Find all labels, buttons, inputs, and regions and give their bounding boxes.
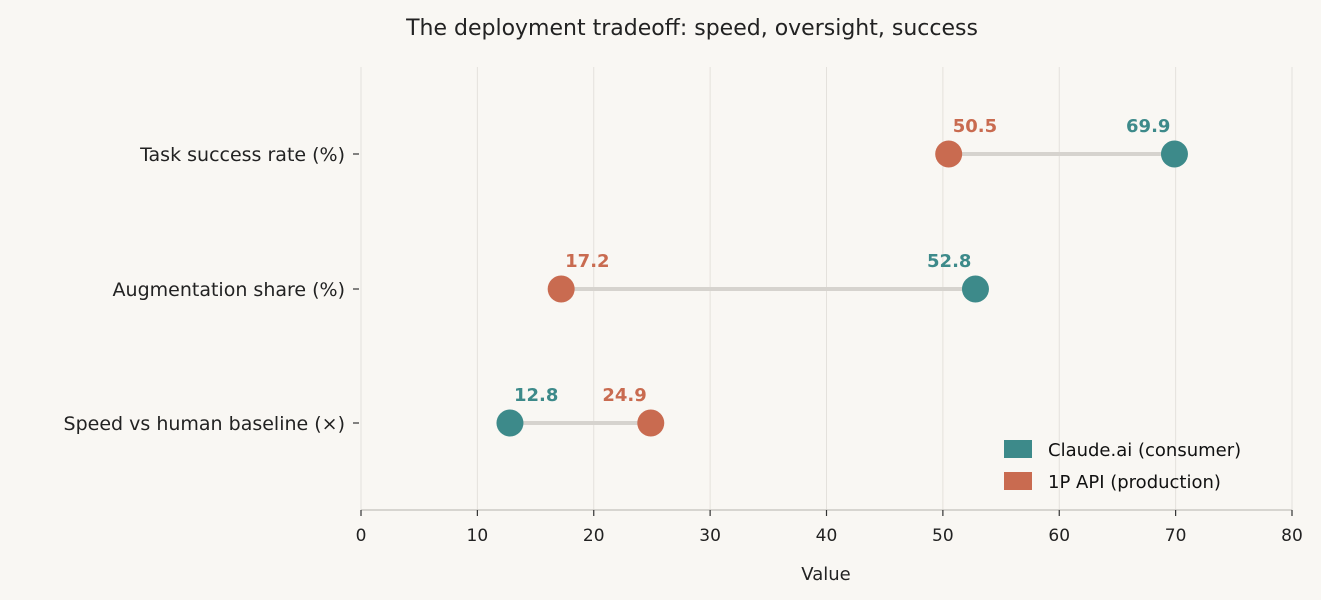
value-label: 12.8 [514, 385, 558, 406]
data-point [935, 140, 963, 168]
value-labels: 69.9 52.8 12.8 50.5 17.2 24.9 [514, 116, 1171, 406]
data-points [496, 140, 1188, 437]
value-label: 69.9 [1126, 116, 1170, 137]
data-point [637, 409, 665, 437]
x-axis: 0 10 20 30 40 50 60 70 80 [356, 509, 1303, 546]
value-label: 24.9 [602, 385, 646, 406]
y-tick-label: Speed vs human baseline (×) [64, 413, 345, 435]
legend-label-consumer: Claude.ai (consumer) [1048, 440, 1241, 461]
data-point [1160, 140, 1188, 168]
y-tick-label: Task success rate (%) [139, 144, 345, 166]
legend-swatch-consumer [1004, 440, 1032, 458]
legend-swatch-api [1004, 472, 1032, 490]
data-point [547, 275, 575, 303]
x-tick-label: 70 [1165, 526, 1187, 546]
chart-title: The deployment tradeoff: speed, oversigh… [405, 16, 978, 41]
y-axis: Task success rate (%) Augmentation share … [64, 144, 359, 435]
y-tick-label: Augmentation share (%) [113, 279, 345, 301]
x-tick-label: 10 [467, 526, 489, 546]
x-tick-label: 60 [1048, 526, 1070, 546]
value-label: 17.2 [565, 251, 609, 272]
data-point [496, 409, 524, 437]
x-tick-label: 40 [816, 526, 838, 546]
value-label: 52.8 [927, 251, 971, 272]
x-tick-label: 0 [356, 526, 367, 546]
data-point [961, 275, 989, 303]
x-tick-label: 30 [699, 526, 721, 546]
x-tick-label: 80 [1281, 526, 1303, 546]
x-axis-label: Value [801, 564, 850, 585]
legend: Claude.ai (consumer) 1P API (production) [1004, 440, 1241, 493]
legend-label-api: 1P API (production) [1048, 472, 1221, 493]
connectors [509, 152, 1175, 425]
x-tick-label: 20 [583, 526, 605, 546]
value-label: 50.5 [953, 116, 997, 137]
x-tick-label: 50 [932, 526, 954, 546]
